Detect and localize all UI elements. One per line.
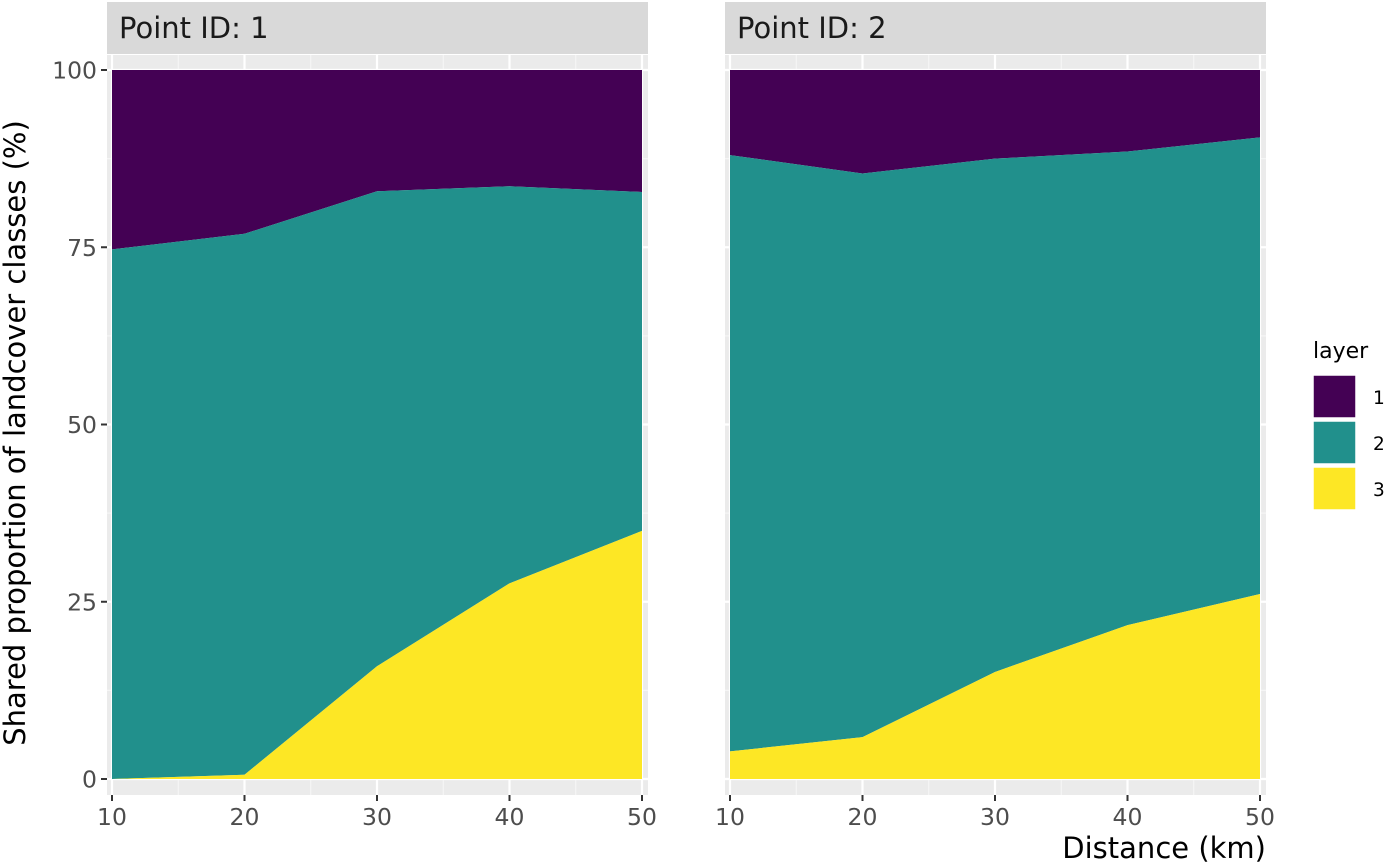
x-axis-label: Distance (km): [1062, 831, 1266, 865]
legend-key-2: [1312, 420, 1357, 465]
facet-strip: [725, 2, 1266, 54]
facet-title: Point ID: 1: [119, 11, 269, 45]
y-tick-label: 100: [52, 57, 97, 85]
legend: layer 1 2 3: [1312, 339, 1385, 511]
legend-label-2: 2: [1373, 434, 1385, 455]
legend-keys: 1 2 3: [1312, 374, 1385, 511]
area-series-3: [112, 530, 642, 779]
facet-title: Point ID: 2: [737, 11, 887, 45]
legend-key-3: [1312, 466, 1357, 511]
area-series-2: [112, 186, 642, 779]
x-tick-label: 20: [230, 803, 260, 831]
x-tick-label: 10: [715, 803, 745, 831]
area-series-1: [730, 70, 1260, 174]
x-tick-label: 40: [495, 803, 525, 831]
x-tick-label: 20: [848, 803, 878, 831]
legend-key-1: [1312, 374, 1357, 419]
x-tick-label: 30: [980, 803, 1010, 831]
facet-strip: [107, 2, 648, 54]
area-series-1: [112, 70, 642, 250]
legend-label-3: 3: [1373, 480, 1385, 501]
panel-1: Point ID: 1 10 20 30 40 50 0 25 50 75 100: [52, 2, 657, 831]
x-tick-label: 40: [1113, 803, 1143, 831]
y-tick-label: 0: [82, 766, 97, 794]
y-tick-label: 50: [67, 411, 97, 439]
x-tick-label: 30: [362, 803, 392, 831]
y-tick-label: 75: [67, 234, 97, 262]
area-series-2: [730, 137, 1260, 752]
x-tick-label: 50: [627, 803, 657, 831]
legend-label-1: 1: [1373, 388, 1385, 409]
y-axis-label: Shared proportion of landcover classes (…: [0, 120, 32, 746]
x-tick-label: 10: [97, 803, 127, 831]
y-tick-label: 25: [67, 588, 97, 616]
x-tick-label: 50: [1245, 803, 1275, 831]
panel-2: Point ID: 2 10 20 30 40 50: [715, 2, 1275, 831]
legend-title: layer: [1313, 339, 1369, 364]
area-series-3: [730, 593, 1260, 779]
